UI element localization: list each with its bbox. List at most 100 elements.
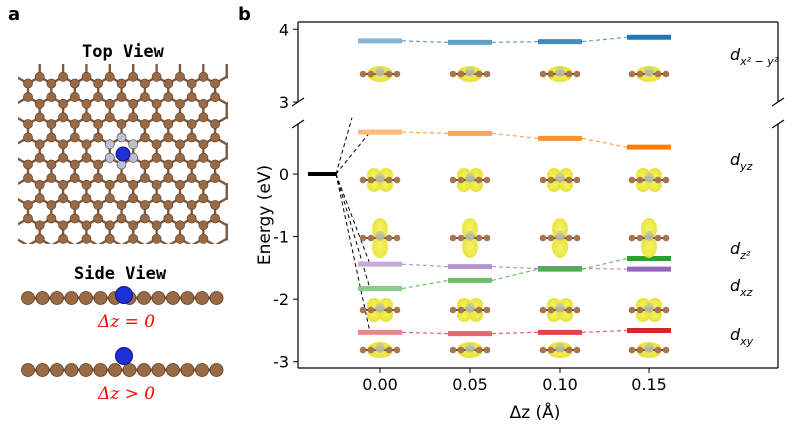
orbital-3-1 [449,298,491,322]
carbon-atom [104,98,115,109]
carbon-atom [573,306,581,314]
metal-density [555,303,565,313]
level-connector [401,279,449,290]
carbon-atom [210,78,220,89]
carbon-atom [81,193,92,204]
carbon-atom [93,78,103,89]
carbon-bond [226,223,228,227]
carbon-atom [46,132,57,143]
panel-a-label: a [8,4,21,25]
carbon-atom [35,363,50,377]
carbon-atom [81,139,92,150]
carbon-atom [81,179,92,190]
carbon-atom [23,200,33,210]
carbon-atom [393,70,401,78]
metal-density [465,231,475,241]
carbon-atom [198,152,209,163]
x-tick-label: 0.05 [452,375,488,394]
carbon-atom [449,346,457,354]
carbon-atom [81,112,92,123]
orbital-label: dxz [730,276,753,299]
orbital-3-2 [539,298,581,322]
metal-atom [115,347,133,365]
carbon-atom [449,70,457,78]
orbital-1-1 [449,168,491,192]
carbon-atom [359,346,367,354]
y-tick-label: -3 [273,353,289,372]
carbon-atom [457,234,465,242]
carbon-atom [483,176,491,184]
orbital-1-0 [359,168,401,192]
carbon-atom [483,234,491,242]
panel-b-label: b [238,4,251,25]
carbon-atom [116,78,127,89]
carbon-atom [93,363,108,377]
carbon-atom [137,363,151,377]
orbital-label: dyz [730,150,753,173]
carbon-atom [46,213,57,224]
carbon-atom [198,193,209,204]
carbon-atom [385,234,393,242]
caption-raised: Δz > 0 [98,384,156,404]
carbon-atom [122,363,137,377]
carbon-atom [175,112,185,123]
carbon-atom [69,92,80,102]
metal-density [644,303,654,313]
carbon-atom [69,119,80,129]
carbon-atom [662,234,670,242]
carbon-atom [547,346,555,354]
metal-atom [115,286,133,304]
carbon-atom [23,173,33,183]
carbon-atom [151,152,162,163]
carbon-atom [573,70,581,78]
carbon-atom [195,291,209,305]
carbon-atom [23,92,33,102]
carbon-atom [210,132,220,143]
carbon-atom [180,363,195,377]
energy-level-chart: 3 4 0 -1 -2 -3 0.00 0.05 0.10 0.15 dx² − y² dyz dz²… [255,20,785,423]
carbon-atom [128,71,139,82]
carbon-atom [140,78,150,89]
level-connector [581,137,628,148]
metal-atom [115,146,131,162]
carbon-atom [58,233,68,244]
carbon-atom [175,193,185,204]
carbon-atom [34,220,45,231]
carbon-atom [93,92,103,102]
carbon-atom [64,363,79,377]
carbon-atom [539,234,547,242]
carbon-atom [359,306,367,314]
carbon-atom [128,112,139,123]
carbon-atom [69,213,80,224]
level-connector [401,263,449,268]
carbon-atom [137,291,151,305]
carbon-atom [175,139,185,150]
carbon-atom [58,112,68,123]
carbon-atom [58,98,68,109]
carbon-atom [163,173,174,183]
carbon-atom [163,119,174,129]
carbon-atom [628,346,636,354]
carbon-atom [50,291,64,305]
carbon-atom [180,291,195,305]
nitrogen-atom [104,152,115,163]
level-connector [491,132,539,139]
carbon-atom [662,346,670,354]
carbon-atom [636,70,644,78]
carbon-atom [547,306,555,314]
carbon-atom [108,363,122,377]
y-tick-label: -2 [273,290,289,309]
carbon-atom [547,70,555,78]
carbon-atom [104,179,115,190]
carbon-atom [457,346,465,354]
carbon-atom [636,346,644,354]
carbon-atom [198,233,209,244]
level-connector [581,36,628,43]
carbon-atom [573,234,581,242]
carbon-atom [140,200,150,210]
carbon-atom [628,70,636,78]
carbon-atom [79,363,93,377]
level-connector [491,266,539,270]
orbital-lobe [552,236,568,258]
carbon-atom [151,291,166,305]
